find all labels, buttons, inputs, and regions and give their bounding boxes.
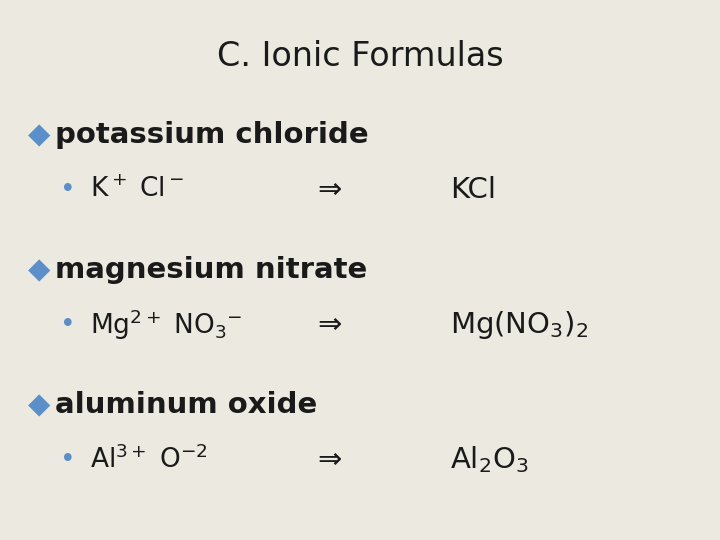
Text: ◆: ◆	[28, 256, 50, 284]
Text: Mg$^{2+}$ NO$_3$$^{-}$: Mg$^{2+}$ NO$_3$$^{-}$	[90, 308, 243, 342]
Text: ⇒: ⇒	[318, 446, 342, 474]
Text: Al$_2$O$_3$: Al$_2$O$_3$	[450, 444, 528, 475]
Text: aluminum oxide: aluminum oxide	[55, 391, 318, 419]
Text: ⇒: ⇒	[318, 176, 342, 204]
Text: Al$^{3+}$ O$^{-2}$: Al$^{3+}$ O$^{-2}$	[90, 446, 207, 474]
Text: •: •	[60, 312, 76, 338]
Text: ◆: ◆	[28, 391, 50, 419]
Text: K$^+$ Cl$^-$: K$^+$ Cl$^-$	[90, 177, 184, 203]
Text: C. Ionic Formulas: C. Ionic Formulas	[217, 40, 503, 73]
Text: Mg(NO$_3$)$_2$: Mg(NO$_3$)$_2$	[450, 309, 588, 341]
Text: magnesium nitrate: magnesium nitrate	[55, 256, 367, 284]
Text: KCl: KCl	[450, 176, 496, 204]
Text: ◆: ◆	[28, 121, 50, 149]
Text: •: •	[60, 447, 76, 473]
Text: potassium chloride: potassium chloride	[55, 121, 369, 149]
Text: ⇒: ⇒	[318, 311, 342, 339]
Text: •: •	[60, 177, 76, 203]
